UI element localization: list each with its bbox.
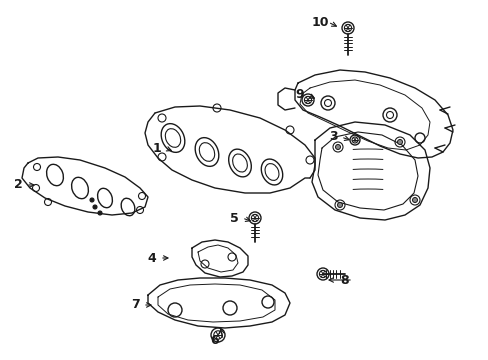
Text: 7: 7 (130, 298, 139, 311)
Text: 6: 6 (210, 333, 219, 346)
Circle shape (98, 211, 102, 215)
Text: 2: 2 (14, 179, 22, 192)
Circle shape (90, 198, 94, 202)
Text: 3: 3 (328, 130, 337, 144)
Text: 10: 10 (311, 15, 328, 28)
Circle shape (337, 202, 342, 207)
Text: 8: 8 (340, 274, 348, 287)
Circle shape (412, 198, 417, 202)
Text: 4: 4 (147, 252, 156, 265)
Text: 5: 5 (229, 211, 238, 225)
Circle shape (397, 139, 402, 144)
Circle shape (93, 205, 97, 209)
Text: 1: 1 (152, 141, 161, 154)
Text: 9: 9 (295, 89, 304, 102)
Circle shape (335, 144, 340, 149)
